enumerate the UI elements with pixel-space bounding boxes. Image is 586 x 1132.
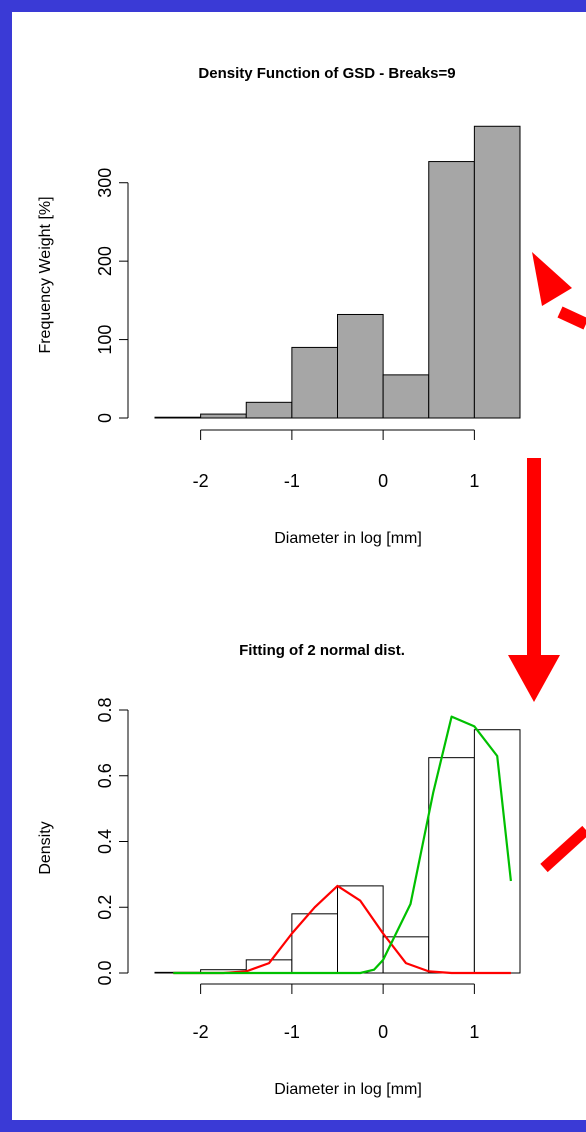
arrow-down [508, 458, 560, 702]
chart2-bars [154, 729, 521, 974]
histogram-bar [428, 757, 475, 974]
y-tick-label: 200 [95, 246, 115, 276]
x-tick-label: -2 [193, 471, 209, 491]
x-tick-label: 1 [469, 471, 479, 491]
y-tick-label: 0.6 [95, 763, 115, 788]
histogram-chart: Density Function of GSD - Breaks=9 0 100 2… [37, 65, 521, 547]
chart1-y-label: Frequency Weight [%] [37, 196, 54, 353]
figure-svg: Density Function of GSD - Breaks=9 01002… [37, 65, 586, 1098]
histogram-bar [291, 346, 338, 419]
chart1-x-label: Diameter in log [mm] [274, 530, 422, 547]
arrow-bottom-right [540, 825, 586, 873]
chart2-x-label: Diameter in log [mm] [274, 1081, 422, 1098]
green-density-curve [173, 715, 512, 975]
histogram-bar [428, 161, 475, 419]
histogram-bar [382, 374, 430, 419]
chart1-x-axis: -2 -1 0 1 [193, 429, 479, 491]
x-tick-label: 0 [378, 1022, 388, 1042]
chart2-title: Fitting of 2 normal dist. [239, 642, 405, 659]
chart2-y-axis: 0.0 0.2 0.4 0.6 0.8 [95, 697, 129, 986]
chart2-y-label: Density [37, 821, 54, 874]
chart2-curves [173, 715, 512, 975]
x-tick-label: 1 [469, 1022, 479, 1042]
histogram-bar [337, 885, 384, 974]
figure-canvas: Density Function of GSD - Breaks=9 0 100 2… [12, 12, 586, 1120]
y-tick-label: 0.8 [95, 697, 115, 722]
chart1-title: Density Function of GSD - Breaks=9 [198, 65, 455, 82]
histogram-bar [473, 125, 521, 419]
y-tick-label: 0.2 [95, 895, 115, 920]
histogram-bar [200, 413, 247, 419]
histogram-bar [245, 401, 293, 419]
density-fit-chart: Fitting of 2 normal dist. 0.00.20.40.60.… [37, 642, 521, 1098]
chart1-y-axis: 0 100 200 300 [95, 168, 129, 423]
x-tick-label: -1 [284, 471, 300, 491]
x-tick-label: -1 [284, 1022, 300, 1042]
y-tick-label: 0.4 [95, 829, 115, 854]
chart1-bars [154, 125, 521, 419]
arrow-top-right [532, 252, 586, 330]
chart2-x-axis: -2 -1 0 1 [193, 983, 479, 1042]
histogram-bar [473, 729, 521, 974]
x-tick-label: -2 [193, 1022, 209, 1042]
histogram-bar [337, 313, 384, 419]
x-tick-label: 0 [378, 471, 388, 491]
histogram-bar [291, 913, 338, 974]
y-tick-label: 0 [95, 413, 115, 423]
y-tick-label: 300 [95, 168, 115, 198]
y-tick-label: 100 [95, 325, 115, 355]
histogram-bar [154, 416, 202, 419]
y-tick-label: 0.0 [95, 960, 115, 985]
